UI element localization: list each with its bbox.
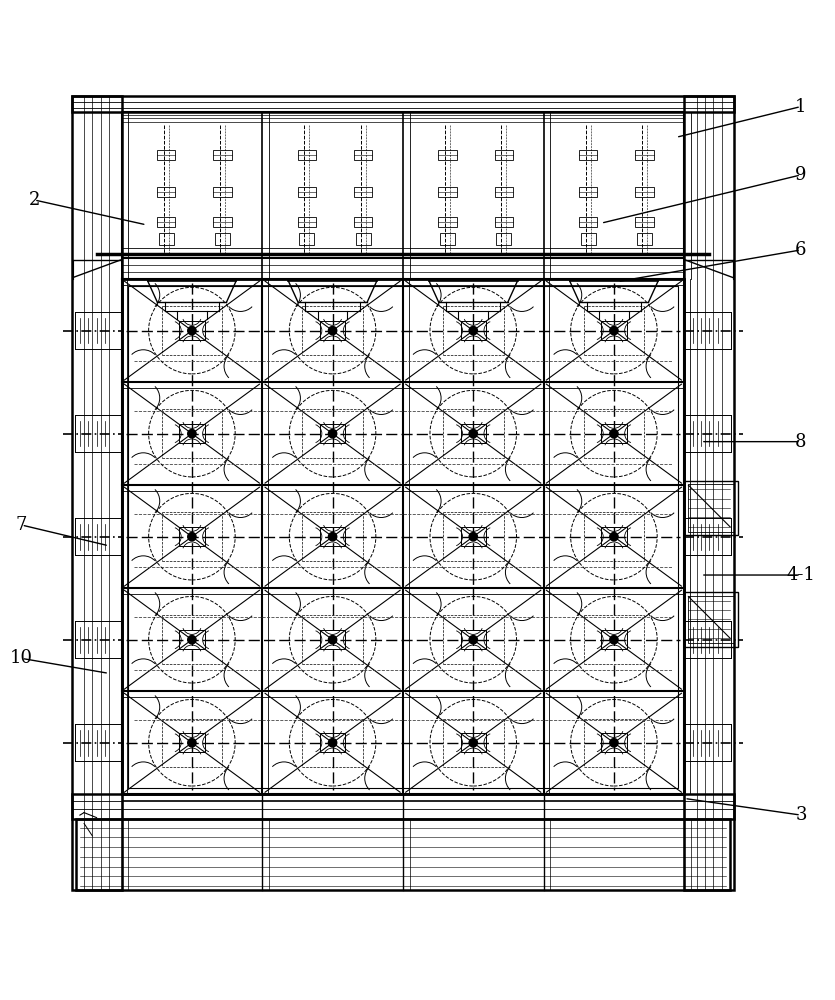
Bar [320, 321, 345, 340]
Text: 2: 2 [28, 191, 40, 209]
Text: 10: 10 [10, 649, 33, 667]
Bar [356, 233, 371, 245]
Bar [180, 630, 205, 649]
Circle shape [188, 326, 196, 335]
Bar [214, 150, 231, 160]
Circle shape [328, 739, 337, 747]
Bar [581, 233, 596, 245]
Bar [320, 630, 345, 649]
Circle shape [328, 636, 337, 644]
Text: 1: 1 [795, 98, 807, 116]
Bar [579, 187, 598, 197]
Text: 4-1: 4-1 [787, 566, 816, 584]
Bar [601, 630, 626, 649]
Bar [438, 217, 457, 227]
Bar [157, 150, 175, 160]
Circle shape [188, 739, 196, 747]
Bar [354, 187, 372, 197]
Bar [494, 217, 513, 227]
Bar [122, 279, 684, 794]
Bar [320, 424, 345, 443]
Bar [601, 424, 626, 443]
Text: 3: 3 [795, 806, 807, 824]
Bar [76, 819, 730, 890]
Bar [180, 424, 205, 443]
Bar [320, 527, 345, 546]
Bar [157, 187, 175, 197]
Bar [461, 321, 486, 340]
Bar [159, 233, 174, 245]
Circle shape [328, 429, 337, 438]
Bar [637, 233, 652, 245]
Bar [298, 187, 316, 197]
Bar [687, 484, 734, 532]
Circle shape [188, 533, 196, 541]
Bar [438, 150, 457, 160]
Bar [579, 150, 598, 160]
Circle shape [469, 429, 478, 438]
Bar [300, 233, 315, 245]
Bar [320, 733, 345, 752]
Circle shape [469, 326, 478, 335]
Bar [157, 217, 175, 227]
Circle shape [469, 636, 478, 644]
Bar [494, 150, 513, 160]
Bar [461, 527, 486, 546]
Circle shape [328, 326, 337, 335]
Bar [298, 150, 316, 160]
Bar [601, 733, 626, 752]
Bar [354, 217, 372, 227]
Bar [496, 233, 511, 245]
Circle shape [610, 429, 618, 438]
Bar [438, 187, 457, 197]
Bar [298, 217, 316, 227]
Bar [180, 527, 205, 546]
Bar [214, 187, 231, 197]
Bar [579, 217, 598, 227]
Circle shape [188, 429, 196, 438]
Bar [684, 592, 738, 647]
Text: 8: 8 [795, 433, 807, 451]
Circle shape [328, 533, 337, 541]
Bar [635, 217, 654, 227]
Bar [684, 96, 734, 890]
Bar [461, 733, 486, 752]
Bar [601, 321, 626, 340]
Bar [72, 96, 734, 112]
Circle shape [610, 533, 618, 541]
Bar [214, 217, 231, 227]
Circle shape [610, 326, 618, 335]
Circle shape [469, 533, 478, 541]
Bar [129, 286, 677, 788]
Text: 7: 7 [16, 516, 28, 534]
Bar [180, 321, 205, 340]
Bar [635, 150, 654, 160]
Bar [180, 733, 205, 752]
Circle shape [610, 636, 618, 644]
Bar [601, 527, 626, 546]
Bar [440, 233, 455, 245]
Text: 6: 6 [795, 241, 807, 259]
Bar [215, 233, 230, 245]
Text: 9: 9 [795, 166, 807, 184]
Bar [461, 424, 486, 443]
Circle shape [469, 739, 478, 747]
Bar [687, 596, 734, 643]
Bar [684, 481, 738, 535]
Bar [354, 150, 372, 160]
Bar [72, 96, 122, 890]
Circle shape [610, 739, 618, 747]
Bar [72, 794, 734, 819]
Circle shape [188, 636, 196, 644]
Bar [461, 630, 486, 649]
Bar [635, 187, 654, 197]
Bar [122, 258, 684, 279]
Bar [494, 187, 513, 197]
Bar [122, 112, 684, 258]
